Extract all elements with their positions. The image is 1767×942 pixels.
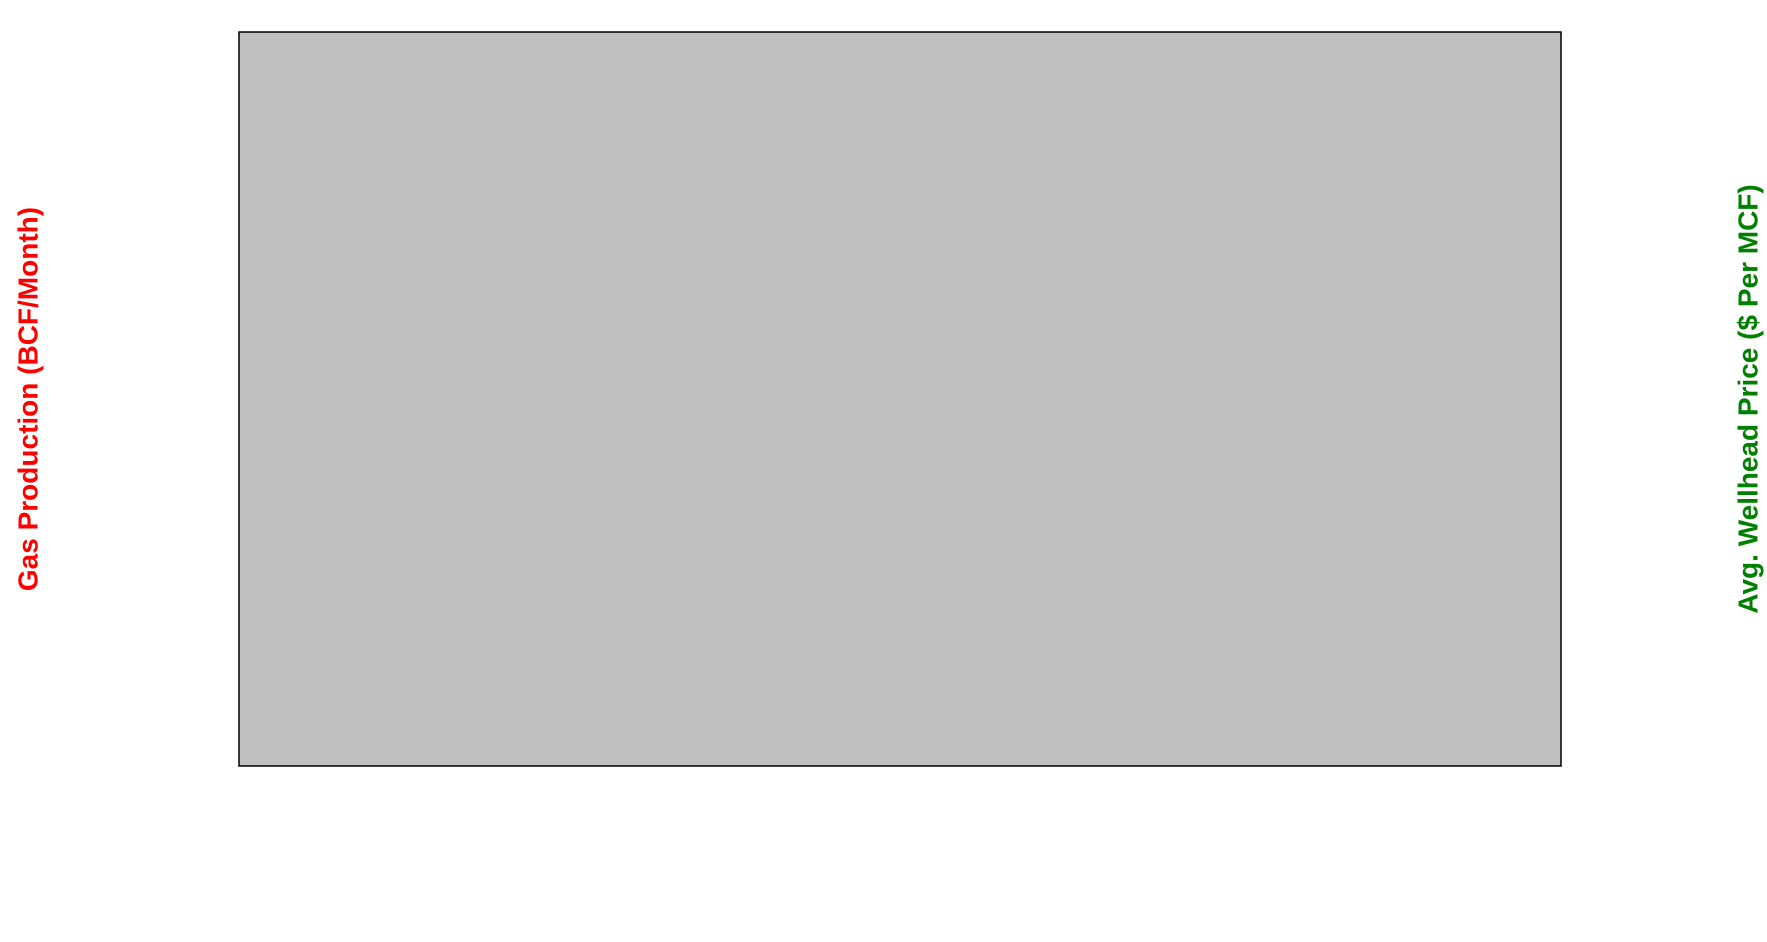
y2-axis-title: Avg. Wellhead Price ($ Per MCF) [1732, 184, 1763, 613]
plot-area [238, 31, 1562, 767]
y-axis-title: Gas Production (BCF/Month) [12, 207, 43, 591]
